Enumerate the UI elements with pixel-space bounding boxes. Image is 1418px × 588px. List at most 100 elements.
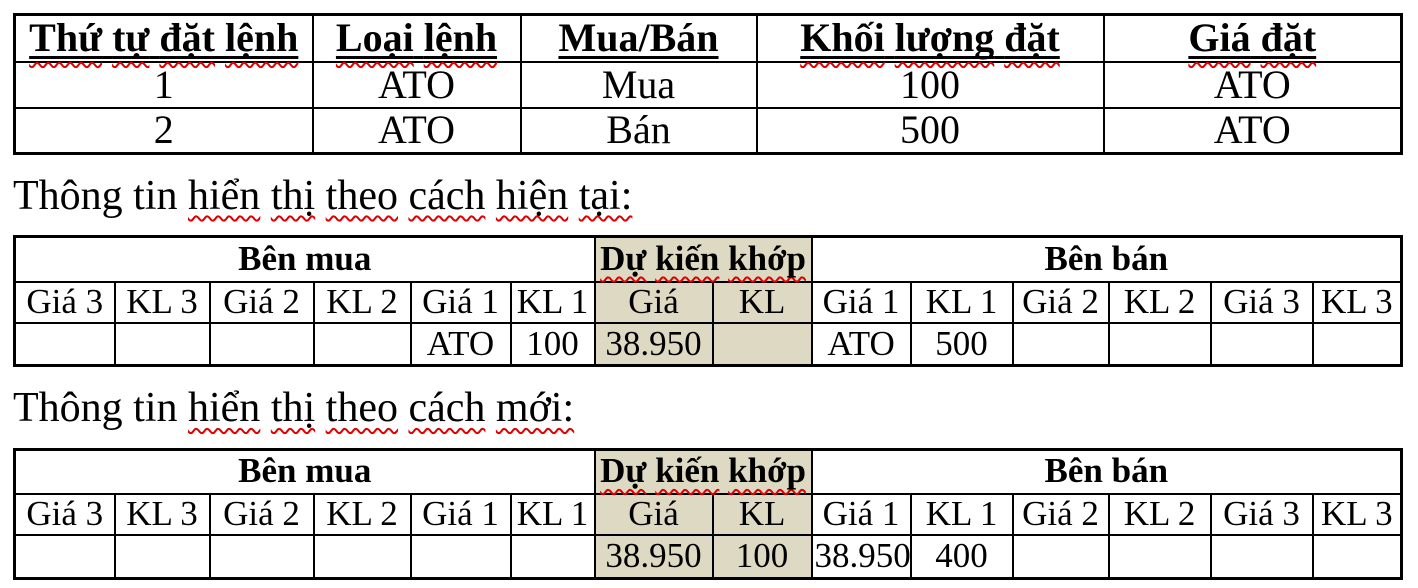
order-table-row: 1 ATO Mua 100 ATO xyxy=(13,60,1403,109)
misspelled-word: lệnh xyxy=(423,15,498,61)
order-header-order-type: Loại lệnh xyxy=(311,13,522,63)
misspelled-word: cách xyxy=(408,385,486,432)
match-col-header: KL xyxy=(711,280,813,324)
buy-col-header: Giá 1 xyxy=(409,493,512,537)
buy-price-3 xyxy=(13,534,116,580)
word: tin xyxy=(133,385,178,432)
order-cell-sequence: 1 xyxy=(13,60,314,109)
misspelled-word: thị xyxy=(270,173,316,219)
buy-col-header: KL 3 xyxy=(113,280,211,324)
misspelled-word: Giá xyxy=(1188,15,1251,61)
sell-price-1: 38.950 xyxy=(810,534,912,580)
matched-price: 38.950 xyxy=(593,534,714,580)
misspelled-word: hiển xyxy=(188,173,261,219)
header-text: Thứ tự đặt lệnh xyxy=(29,15,298,60)
misspelled-word: theo xyxy=(325,173,398,219)
word: tin xyxy=(133,173,178,219)
buy-price-3 xyxy=(13,321,116,367)
buy-price-2 xyxy=(208,321,315,367)
header-text: Khối lượng đặt xyxy=(800,15,1060,60)
board-group-header-row: Bên mua Dự kiến khớp Bên bán xyxy=(13,235,1403,283)
misspelled-word: Loại xyxy=(335,15,414,61)
misspelled-word: hiển xyxy=(188,385,261,432)
sell-volume-1: 500 xyxy=(909,321,1014,367)
sell-price-2 xyxy=(1011,534,1110,580)
sell-volume-3 xyxy=(1311,534,1403,580)
word: Thông xyxy=(13,173,123,219)
misspelled-word: đặt xyxy=(1260,15,1317,61)
sell-col-header: Giá 2 xyxy=(1011,280,1110,324)
section-title-current: Thông tin hiển thị theo cách hiện tại: xyxy=(13,172,1418,220)
misspelled-word: hiện xyxy=(495,173,569,219)
board-column-header-row: Giá 3 KL 3 Giá 2 KL 2 Giá 1 KL 1 Giá KL … xyxy=(13,493,1403,537)
order-cell-quantity: 100 xyxy=(755,60,1105,109)
misspelled-word: khớp xyxy=(728,451,806,491)
buy-col-header: Giá 2 xyxy=(208,280,315,324)
sell-col-header: KL 3 xyxy=(1311,280,1403,324)
buy-col-header: Giá 3 xyxy=(13,280,116,324)
matched-price: 38.950 xyxy=(593,321,714,367)
sell-col-header: KL 2 xyxy=(1107,280,1212,324)
matched-header: Dự kiến khớp xyxy=(593,235,813,283)
buy-side-header: Bên mua xyxy=(13,448,596,496)
sell-col-header: KL 1 xyxy=(909,280,1014,324)
sell-volume-2 xyxy=(1107,321,1212,367)
misspelled-word: tại: xyxy=(578,173,633,219)
buy-col-header: KL 1 xyxy=(509,493,596,537)
buy-side-header: Bên mua xyxy=(13,235,596,283)
misspelled-word: lượng xyxy=(894,15,995,61)
board-table-current: Bên mua Dự kiến khớp Bên bán Giá 3 KL 3 … xyxy=(13,235,1404,368)
order-table-row: 2 ATO Bán 500 ATO xyxy=(13,106,1403,155)
word: Mua/Bán xyxy=(558,15,719,61)
sell-volume-3 xyxy=(1311,321,1403,367)
header-text: Mua/Bán xyxy=(558,15,718,60)
sell-col-header: Giá 1 xyxy=(810,493,912,537)
sell-volume-1: 400 xyxy=(909,534,1014,580)
buy-col-header: KL 2 xyxy=(312,280,412,324)
order-cell-buy-sell: Bán xyxy=(519,106,758,155)
misspelled-word: đặt xyxy=(159,15,215,61)
order-header-buy-sell: Mua/Bán xyxy=(519,13,758,63)
buy-col-header: Giá 2 xyxy=(208,493,315,537)
order-cell-order-type: ATO xyxy=(311,106,522,155)
order-table: Thứ tự đặt lệnh Loại lệnh Mua/Bán Khối l… xyxy=(13,13,1403,155)
order-table-header-row: Thứ tự đặt lệnh Loại lệnh Mua/Bán Khối l… xyxy=(13,13,1403,63)
header-text: Loại lệnh xyxy=(336,15,497,60)
sell-col-header: Giá 2 xyxy=(1011,493,1110,537)
sell-col-header: KL 3 xyxy=(1311,493,1403,537)
buy-volume-2 xyxy=(312,321,412,367)
buy-volume-2 xyxy=(312,534,412,580)
sell-col-header: KL 1 xyxy=(909,493,1014,537)
sell-col-header: Giá 3 xyxy=(1209,493,1314,537)
order-cell-sequence: 2 xyxy=(13,106,314,155)
buy-col-header: KL 3 xyxy=(113,493,211,537)
sell-price-2 xyxy=(1011,321,1110,367)
buy-volume-1: 100 xyxy=(509,321,596,367)
board-data-row: ATO 100 38.950 ATO 500 xyxy=(13,321,1403,367)
order-header-sequence: Thứ tự đặt lệnh xyxy=(13,13,314,63)
buy-col-header: KL 2 xyxy=(312,493,412,537)
order-cell-quantity: 500 xyxy=(755,106,1105,155)
section-title-new: Thông tin hiển thị theo cách mới: xyxy=(13,384,1418,432)
sell-side-header: Bên bán xyxy=(810,448,1403,496)
order-cell-order-type: ATO xyxy=(311,60,522,109)
misspelled-word: kiến xyxy=(655,239,720,279)
misspelled-word: Dự xyxy=(600,451,647,491)
order-cell-price: ATO xyxy=(1102,60,1403,109)
order-header-quantity: Khối lượng đặt xyxy=(755,13,1105,63)
board-group-header-row: Bên mua Dự kiến khớp Bên bán xyxy=(13,448,1403,496)
word: Thông xyxy=(13,385,123,432)
misspelled-word: đặt xyxy=(1004,15,1060,61)
misspelled-word: cách xyxy=(408,173,486,219)
sell-volume-2 xyxy=(1107,534,1212,580)
misspelled-word: Khối xyxy=(800,15,885,61)
match-col-header: KL xyxy=(711,493,813,537)
buy-volume-3 xyxy=(113,321,211,367)
misspelled-word: lệnh xyxy=(224,15,299,61)
buy-col-header: Giá 1 xyxy=(409,280,512,324)
misspelled-word: tự xyxy=(112,15,150,61)
match-col-header: Giá xyxy=(593,280,714,324)
misspelled-word: mới: xyxy=(495,385,575,432)
sell-price-1: ATO xyxy=(810,321,912,367)
